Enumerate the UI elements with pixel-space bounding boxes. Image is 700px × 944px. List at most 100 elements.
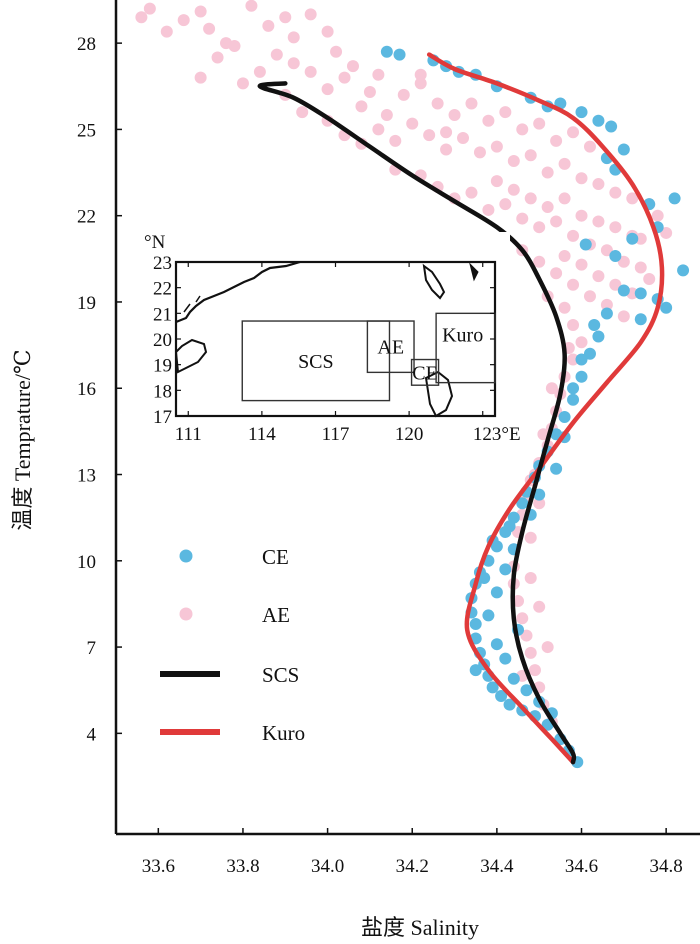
ce-point [677, 264, 690, 277]
y-tick-label: 7 [87, 638, 97, 659]
ae-point [558, 192, 571, 205]
region-box-kuro [435, 312, 496, 384]
map-lat-label: 20 [153, 330, 172, 351]
ce-point [507, 672, 520, 685]
ae-point [524, 531, 537, 544]
ae-point [626, 192, 639, 205]
scs-line [257, 81, 577, 765]
ce-point [490, 586, 503, 599]
map-lon-label: 120 [395, 424, 424, 445]
region-label-ce: CE [412, 362, 438, 384]
ce-point [380, 45, 393, 58]
region-label-kuro: Kuro [442, 324, 483, 346]
legend-label-kuro: Kuro [262, 721, 305, 745]
ae-point [160, 25, 173, 38]
ae-point [592, 270, 605, 283]
ae-point [363, 86, 376, 99]
ae-point [135, 11, 148, 24]
ae-point [507, 155, 520, 168]
map-lat-label: 21 [153, 304, 172, 325]
ae-point [490, 175, 503, 188]
ce-point [609, 249, 622, 262]
ae-point [516, 123, 529, 136]
ce-point [558, 411, 571, 423]
ce-point [617, 143, 630, 156]
ae-point [592, 178, 605, 191]
ae-point [245, 0, 258, 12]
map-lon-label: 123°E [473, 424, 521, 445]
axis-ticks: 33.6 33.8 34.0 34.2 34.4 34.6 34.8 4 7 10 13 16 19 22… [77, 34, 683, 877]
ae-point [262, 19, 275, 32]
inset-background [138, 232, 510, 446]
region-box-ce [410, 358, 440, 386]
ae-point [528, 664, 541, 677]
y-axis-title: 温度 Temprature/℃ [10, 349, 35, 530]
ae-point [541, 166, 554, 179]
ce-point [503, 698, 516, 711]
ae-point [634, 261, 647, 274]
ae-point [617, 255, 630, 268]
ae-point [545, 382, 558, 395]
ae-point [524, 149, 537, 162]
x-tick-label: 34.6 [565, 856, 598, 877]
map-lon-label: 114 [248, 424, 276, 445]
ce-point [520, 684, 533, 697]
ae-point [211, 51, 224, 64]
ce-point [482, 609, 495, 622]
ae-point [414, 77, 427, 90]
legend-label-ae: AE [262, 603, 290, 627]
ae-point [397, 88, 410, 101]
ae-point [372, 123, 385, 136]
region-box-ae [366, 320, 415, 374]
ae-point [482, 203, 495, 216]
profile-lines [257, 52, 665, 765]
y-tick-label: 22 [77, 207, 96, 228]
ae-point [423, 129, 436, 142]
map-lat-label: 23 [153, 253, 172, 274]
ae-point [533, 221, 546, 234]
ae-point [567, 278, 580, 291]
ae-point [533, 117, 546, 130]
ce-point [579, 238, 592, 251]
ce-point [516, 497, 529, 510]
y-tick-label: 28 [77, 34, 96, 55]
ce-point [533, 488, 546, 501]
ae-point [304, 65, 317, 78]
ce-point [499, 563, 512, 576]
map-lat-unit: °N [144, 232, 166, 253]
legend-label-ce: CE [262, 545, 289, 569]
ae-point [482, 114, 495, 127]
ae-point [567, 126, 580, 139]
ce-point [626, 232, 639, 245]
map-lat-label: 17 [153, 407, 172, 428]
ce-point [575, 370, 588, 383]
island-mark [469, 262, 479, 282]
ae-point [558, 249, 571, 262]
ce-points [380, 45, 690, 769]
y-tick-label: 19 [77, 293, 96, 314]
ce-point [634, 287, 647, 300]
ae-point [634, 232, 647, 245]
region-box-scs [241, 320, 391, 402]
ae-point [550, 215, 563, 228]
ae-point [287, 31, 300, 44]
ae-point [617, 310, 630, 323]
ae-point [490, 140, 503, 153]
ce-point [575, 106, 588, 119]
ce-point [592, 330, 605, 343]
region-label-scs: SCS [298, 351, 334, 373]
ce-point [575, 353, 588, 366]
ae-point [499, 198, 512, 211]
ae-point [253, 65, 266, 78]
ae-point [465, 97, 478, 110]
y-tick-label: 10 [77, 552, 96, 573]
ae-point [567, 229, 580, 242]
ae-point [524, 572, 537, 585]
ae-point [499, 106, 512, 119]
legend: CE AE SCS Kuro [160, 545, 305, 745]
ae-point [533, 600, 546, 613]
ae-point [651, 209, 664, 222]
ae-point [346, 60, 359, 73]
